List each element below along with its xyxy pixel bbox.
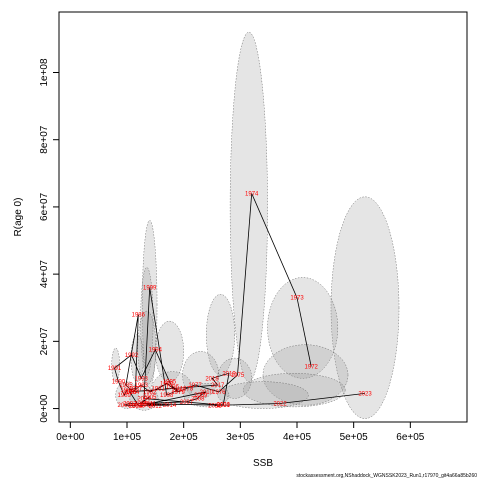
confidence-ellipse — [142, 220, 158, 389]
confidence-ellipse — [206, 294, 235, 376]
confidence-ellipse — [229, 31, 268, 382]
x-tick-label: 5e+05 — [340, 432, 369, 443]
confidence-ellipse — [267, 277, 339, 379]
y-axis: 0e+00 2e+07 4e+07 6e+07 8e+07 1e+08 — [39, 58, 60, 423]
y-axis-label: R(age 0) — [13, 198, 24, 237]
year-label: 2006 — [135, 402, 149, 408]
year-label: 1972 — [305, 365, 319, 371]
year-label: 1998 — [160, 393, 174, 399]
year-label: 1990 — [112, 380, 126, 386]
year-label: 1979 — [171, 390, 185, 396]
year-label: 2014 — [163, 403, 177, 409]
year-label: 2004 — [129, 404, 143, 410]
y-tick-label: 1e+08 — [39, 58, 50, 87]
confidence-ellipse — [262, 344, 349, 406]
confidence-ellipses — [111, 31, 400, 419]
x-axis: 0e+00 1e+05 2e+05 3e+05 4e+05 5e+05 6e+05 — [56, 421, 425, 443]
year-label: 1999 — [143, 286, 157, 292]
year-label: 2017 — [211, 383, 225, 389]
year-label: 2003 — [118, 403, 132, 409]
year-label: 1980 — [160, 381, 174, 387]
confidence-ellipse — [111, 347, 120, 382]
y-tick-label: 8e+07 — [39, 125, 50, 154]
x-axis-label: SSB — [253, 458, 273, 469]
x-tick-label: 0e+00 — [56, 432, 85, 443]
year-label: 1992 — [125, 353, 139, 359]
year-label: 1986 — [132, 313, 146, 319]
year-label: 2010 — [200, 390, 214, 396]
confidence-ellipse — [140, 267, 154, 376]
trajectory-line — [114, 193, 366, 407]
y-tick-label: 2e+07 — [39, 327, 50, 356]
x-tick-label: 1e+05 — [113, 432, 142, 443]
year-label: 1984 — [126, 390, 140, 396]
year-label: 1978 — [180, 386, 194, 392]
footer-text: stockassessment.org,NShaddock_WGNSSK2023… — [296, 473, 477, 479]
x-tick-label: 6e+05 — [396, 432, 425, 443]
year-label: 2009 — [194, 393, 208, 399]
trajectory-lines — [114, 193, 366, 407]
year-label: 1993 — [135, 376, 149, 382]
year-label: 1997 — [171, 388, 185, 394]
year-label: 1983 — [135, 383, 149, 389]
confidence-ellipse — [217, 381, 309, 409]
year-label: 1985 — [119, 383, 133, 389]
year-label: 1995 — [163, 380, 177, 386]
year-label: 2000 — [137, 397, 151, 403]
y-tick-label: 4e+07 — [39, 260, 50, 289]
year-label: 2011 — [143, 402, 157, 408]
year-label: 2001 — [217, 403, 231, 409]
year-label: 2008 — [191, 397, 205, 403]
year-label: 1989 — [118, 393, 132, 399]
year-label: 1974 — [245, 192, 259, 198]
year-label: 2013 — [140, 403, 154, 409]
year-label: 2007 — [180, 400, 194, 406]
confidence-ellipse — [183, 383, 230, 408]
year-label: 2018 — [205, 376, 219, 382]
year-label: 1981 — [152, 386, 166, 392]
year-label: 1975 — [231, 373, 245, 379]
year-label: 1991 — [108, 366, 122, 372]
year-label: 2002 — [123, 402, 137, 408]
year-label: 2019 — [222, 371, 236, 377]
year-label: 2022 — [273, 402, 287, 408]
year-label: 1976 — [212, 390, 226, 396]
x-tick-label: 4e+05 — [283, 432, 312, 443]
year-label: 2015 — [132, 404, 146, 410]
confidence-ellipse — [330, 196, 400, 419]
y-tick-label: 6e+07 — [39, 192, 50, 221]
y-tick-label: 0e+00 — [39, 394, 50, 423]
year-label: 1988 — [120, 388, 134, 394]
x-tick-label: 3e+05 — [226, 432, 255, 443]
x-tick-label: 2e+05 — [170, 432, 199, 443]
year-label: 2016 — [123, 390, 137, 396]
year-label: 2012 — [149, 404, 163, 410]
year-label: 2005 — [143, 395, 157, 401]
year-label: 1987 — [129, 386, 143, 392]
year-label: 2020 — [217, 403, 231, 409]
year-label: 2021 — [208, 404, 222, 410]
year-label: 1996 — [166, 385, 180, 391]
year-label: 1982 — [143, 390, 157, 396]
year-label: 1994 — [149, 348, 163, 354]
year-label: 2023 — [358, 391, 372, 397]
year-label: 1973 — [290, 296, 304, 302]
year-label: 1977 — [188, 383, 202, 389]
